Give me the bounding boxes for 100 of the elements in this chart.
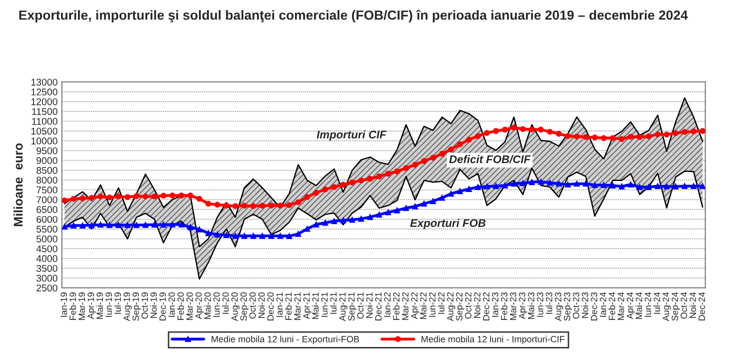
y-tick-label: 6500 [36,206,58,214]
x-tick-label: Noi-21 [366,292,373,318]
x-tick-label: Ian-19 [60,292,68,317]
x-tick-label: Aug-22 [447,292,456,322]
x-tick-label: Mai-19 [96,292,103,319]
x-tick-label: Sep-21 [348,292,356,321]
x-tick-label: Feb-23 [500,292,508,320]
y-tick-label: 9500 [36,147,58,154]
x-tick-label: Mar-20 [186,292,193,320]
y-tick-label: 8500 [36,166,58,174]
y-tick-label: 7000 [36,196,58,204]
x-tick-label: Mar-22 [402,292,408,320]
x-tick-label: Apr-22 [411,292,420,320]
x-tick-label: Feb-21 [285,292,292,320]
y-tick-label: 6000 [36,216,58,223]
x-tick-label: Dec-19 [159,292,166,320]
x-tick-label: Sep-22 [456,292,464,321]
y-tick-label: 7500 [36,186,58,194]
y-tick-label: 4000 [36,255,58,262]
x-tick-label: Noi-22 [474,292,480,318]
x-tick-label: Sep-23 [564,292,572,321]
x-tick-label: Oct-24 [680,292,688,319]
x-tick-label: Iul-24 [653,292,660,314]
x-tick-label: Mai-23 [528,292,534,319]
x-tick-label: Apr-23 [518,292,528,320]
x-tick-label: Iul-20 [222,292,229,314]
y-tick-label: 12500 [31,88,58,96]
x-tick-label: Iun-19 [106,292,112,317]
x-tick-label: Aug-21 [339,292,348,322]
x-tick-label: Aug-23 [554,292,564,322]
x-tick-label: Iul-22 [438,292,444,314]
x-tick-label: Iul-21 [330,292,337,314]
x-tick-label: Noi-24 [689,292,696,318]
y-tick-label: 4500 [36,245,58,252]
y-tick-label: 3500 [36,264,58,272]
x-tick-label: Noi-23 [582,292,588,318]
y-tick-label: 3000 [36,274,58,282]
y-axis-title: Milioane euro [14,143,23,226]
x-tick-label: Mar-23 [510,292,516,320]
x-tick-label: Aug-20 [231,292,240,322]
x-tick-label: Mar-24 [618,292,624,320]
annotation: Importuri CIF [316,130,387,141]
y-tick-label: 11500 [32,108,58,116]
x-tick-label: Iun-22 [429,292,436,317]
x-tick-label: Mai-20 [204,292,211,319]
y-tick-label: 9000 [36,157,58,164]
y-tick-label: 5500 [36,226,58,233]
x-tick-label: Feb-24 [608,292,616,320]
x-tick-label: Iul-19 [114,292,121,314]
y-tick-label: 5000 [36,236,58,242]
x-tick-label: Iun-23 [536,292,544,317]
y-tick-label: 8000 [36,176,58,184]
x-tick-label: Ian-23 [492,292,498,317]
x-tick-label: Dec-21 [375,292,382,320]
x-tick-label: Noi-20 [258,292,265,318]
x-tick-label: Dec-23 [590,292,598,320]
x-tick-label: Feb-22 [392,292,400,320]
x-tick-label: Oct-22 [465,292,472,319]
x-tick-label: Iul-23 [546,292,552,314]
x-tick-label: Mai-22 [420,292,426,319]
x-tick-label: Dec-24 [698,292,706,320]
x-tick-label: Dec-22 [482,292,490,320]
x-tick-label: Ian-21 [276,292,283,317]
x-tick-label: Oct-21 [357,292,364,319]
chart-title: Exporturile, importurile şi soldul balanţei comerciale (FOB/CIF) în perioada ianuarie 2019 – decembrie 2024 [19,10,688,22]
x-tick-label: Apr-19 [88,292,96,320]
x-tick-label: Oct-23 [572,292,580,319]
x-tick-label: Iun-20 [213,292,220,317]
x-tick-label: Sep-24 [672,292,680,321]
x-tick-label: Sep-19 [132,292,141,321]
legend-label: Medie mobila 12 luni - Exporturi-FOB [212,336,360,344]
x-tick-label: Ian-22 [384,292,391,317]
x-tick-label: Aug-24 [662,292,671,322]
annotation: Exporturi FOB [410,218,486,230]
x-tick-label: Mar-21 [294,292,301,320]
x-tick-label: Ian-24 [600,292,606,317]
x-tick-label: Oct-19 [142,292,148,319]
y-tick-label: 10000 [31,138,58,144]
y-tick-label: 12000 [31,98,58,106]
x-tick-label: Noi-19 [150,292,157,318]
y-tick-label: 13000 [31,78,58,86]
legend-label: Medie mobila 12 luni - Importuri-CIF [422,336,564,344]
x-tick-label: Iun-24 [644,292,652,317]
x-tick-label: Oct-20 [249,292,256,319]
annotation: Deficit FOB/CIF [449,155,531,164]
x-tick-label: Sep-20 [240,292,249,321]
x-tick-label: Feb-20 [177,292,184,320]
x-tick-label: Apr-21 [303,292,312,320]
x-tick-label: Apr-20 [195,292,204,320]
x-tick-label: Mar-19 [78,292,85,320]
x-tick-label: Iun-21 [321,292,328,317]
y-tick-label: 11000 [32,118,58,125]
x-tick-label: Mai-24 [636,292,642,319]
x-tick-label: Apr-24 [626,292,635,320]
x-tick-label: Mai-21 [312,292,319,319]
x-tick-label: Dec-20 [267,292,274,320]
x-tick-label: Ian-20 [168,292,175,317]
x-tick-label: Feb-19 [69,292,76,320]
y-tick-label: 10500 [31,128,58,135]
x-tick-label: Aug-19 [124,292,132,322]
